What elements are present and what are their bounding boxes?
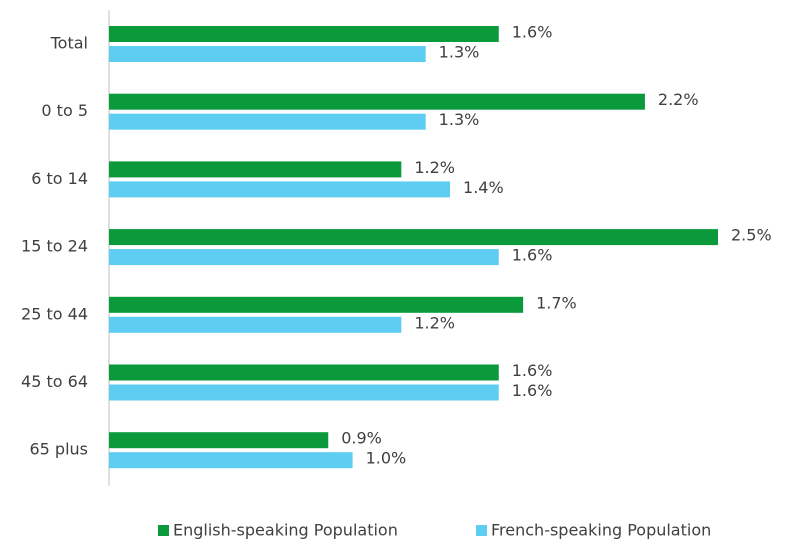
category-label: 25 to 44 [21, 304, 88, 323]
bar [109, 452, 353, 469]
bar [109, 364, 499, 381]
value-label: 1.6% [512, 246, 553, 265]
value-label: 1.7% [536, 293, 577, 312]
legend-label: French-speaking Population [491, 521, 711, 540]
bar [109, 113, 426, 130]
value-label: 2.2% [658, 90, 699, 109]
bar [109, 46, 426, 62]
bar [109, 384, 499, 401]
bar [109, 93, 645, 110]
category-label: Total [50, 34, 88, 53]
bar [109, 432, 329, 449]
bar [109, 316, 402, 333]
value-label: 1.6% [512, 23, 553, 42]
category-label: 65 plus [29, 440, 88, 459]
bar [109, 229, 718, 246]
category-label: 45 to 64 [21, 372, 88, 391]
value-label: 1.2% [414, 313, 455, 332]
bar [109, 26, 499, 42]
legend-swatch [158, 525, 169, 536]
category-label: 0 to 5 [41, 101, 88, 120]
bar [109, 249, 499, 266]
value-label: 1.6% [512, 361, 553, 380]
value-label: 0.9% [341, 429, 382, 448]
bar [109, 296, 524, 313]
value-label: 1.3% [439, 43, 480, 62]
legend-swatch [476, 525, 487, 536]
value-label: 1.0% [366, 449, 407, 468]
bar [109, 161, 402, 178]
category-label: 6 to 14 [31, 169, 88, 188]
value-label: 1.2% [414, 158, 455, 177]
value-label: 1.6% [512, 381, 553, 400]
legend-label: English-speaking Population [173, 521, 398, 540]
value-label: 1.3% [439, 110, 480, 129]
value-label: 2.5% [731, 226, 772, 245]
bar [109, 181, 451, 198]
value-label: 1.4% [463, 178, 504, 197]
category-label: 15 to 24 [21, 237, 88, 256]
